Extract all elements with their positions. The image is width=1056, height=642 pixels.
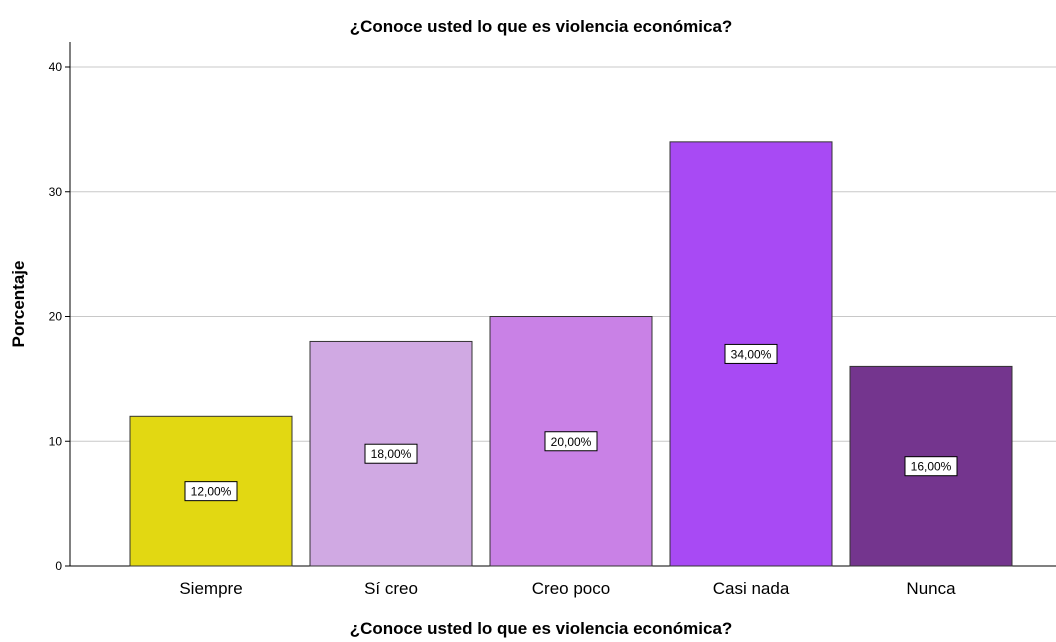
x-tick-label: Casi nada [713, 579, 790, 598]
data-label-box [904, 456, 958, 477]
data-label: 18,00% [364, 443, 418, 464]
y-axis-title: Porcentaje [9, 261, 28, 348]
data-label-text: 20,00% [551, 435, 592, 449]
data-label-text: 16,00% [911, 460, 952, 474]
data-label-text: 34,00% [731, 347, 772, 361]
data-label: 12,00% [184, 481, 238, 502]
y-tick-label: 0 [55, 559, 62, 573]
chart-title: ¿Conoce usted lo que es violencia económ… [350, 17, 733, 36]
x-axis-title: ¿Conoce usted lo que es violencia económ… [350, 619, 733, 638]
y-tick-label: 10 [49, 434, 63, 448]
y-tick-label: 40 [49, 60, 63, 74]
data-label-text: 18,00% [371, 447, 412, 461]
data-label: 16,00% [904, 456, 958, 477]
data-label-box [544, 431, 598, 452]
data-label: 34,00% [724, 343, 778, 364]
data-label: 20,00% [544, 431, 598, 452]
y-tick-label: 30 [49, 185, 63, 199]
bars [129, 141, 1013, 567]
y-tick-label: 20 [49, 310, 63, 324]
data-label-text: 12,00% [191, 485, 232, 499]
data-label-box [364, 443, 418, 464]
x-tick-labels: Siempre Sí creo Creo poco Casi nada Nunca [179, 579, 956, 598]
x-tick-label: Nunca [906, 579, 956, 598]
data-label-box [184, 481, 238, 502]
x-tick-label: Siempre [179, 579, 242, 598]
x-tick-label: Creo poco [532, 579, 610, 598]
data-labels: 12,00% 18,00% 20,00% 34,00% 16,00% [184, 343, 958, 502]
x-tick-label: Sí creo [364, 579, 418, 598]
y-tick-labels: 0 10 20 30 40 [49, 60, 63, 573]
data-label-box [724, 343, 778, 364]
